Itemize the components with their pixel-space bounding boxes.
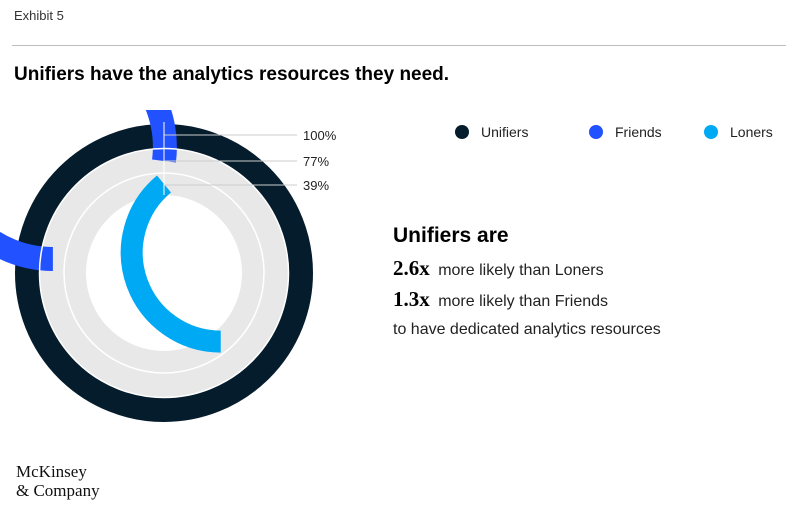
donut-chart: 100% 77% 39% (0, 110, 337, 422)
ring-segment-loners (120, 175, 222, 353)
callout-footer: to have dedicated analytics resources (393, 321, 661, 338)
legend-label-unifiers: Unifiers (481, 124, 529, 140)
chart-legend: Unifiers Friends Loners (0, 124, 800, 144)
callout-line-friends: 1.3x more likely than Friends (393, 285, 661, 316)
multiplier-loners: 2.6x (393, 256, 430, 280)
chart-title: Unifiers have the analytics resources th… (14, 64, 450, 85)
header-divider (12, 45, 786, 46)
logo-line-1: McKinsey (16, 462, 87, 481)
legend-swatch-loners (704, 125, 718, 139)
callout-text-loners: more likely than Loners (438, 262, 604, 279)
exhibit-label: Exhibit 5 (14, 8, 64, 23)
value-label-unifiers: 100% (303, 128, 337, 143)
legend-label-friends: Friends (615, 124, 662, 140)
callout: Unifiers are 2.6x more likely than Loner… (393, 224, 661, 344)
multiplier-friends: 1.3x (393, 287, 430, 311)
callout-text-friends: more likely than Friends (438, 293, 609, 310)
callout-heading: Unifiers are (393, 224, 509, 247)
logo-line-2: & Company (16, 481, 100, 500)
mckinsey-logo: McKinsey & Company (16, 462, 100, 500)
ring-track-loners (64, 173, 264, 373)
legend-item-friends: Friends (589, 124, 662, 140)
callout-line-loners: 2.6x more likely than Loners (393, 254, 661, 285)
legend-swatch-friends (589, 125, 603, 139)
legend-item-loners: Loners (704, 124, 773, 140)
value-label-friends: 77% (303, 154, 329, 169)
value-label-loners: 39% (303, 178, 329, 193)
legend-swatch-unifiers (455, 125, 469, 139)
legend-item-unifiers: Unifiers (455, 124, 528, 140)
legend-label-loners: Loners (730, 124, 773, 140)
